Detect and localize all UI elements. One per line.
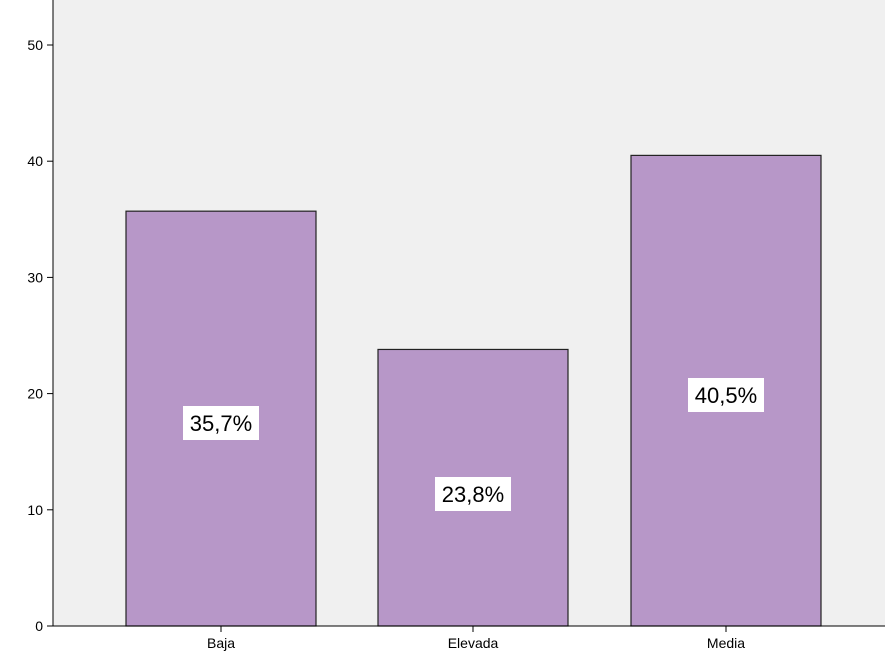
x-tick-label-media: Media — [707, 635, 745, 651]
y-tick-label: 30 — [27, 269, 43, 285]
data-label-box — [688, 378, 764, 412]
y-tick-label: 20 — [27, 386, 43, 402]
data-label-media: 40,5% — [695, 383, 757, 408]
y-tick-label: 40 — [27, 153, 43, 169]
data-label-elevada: 23,8% — [442, 482, 504, 507]
y-tick-label: 10 — [27, 502, 43, 518]
x-tick-label-elevada: Elevada — [448, 635, 499, 651]
data-label-baja: 35,7% — [190, 411, 252, 436]
x-tick-label-baja: Baja — [207, 635, 235, 651]
data-label-box — [183, 406, 259, 440]
y-tick-label: 50 — [27, 37, 43, 53]
data-label-box — [435, 477, 511, 511]
y-tick-label: 0 — [35, 618, 43, 634]
